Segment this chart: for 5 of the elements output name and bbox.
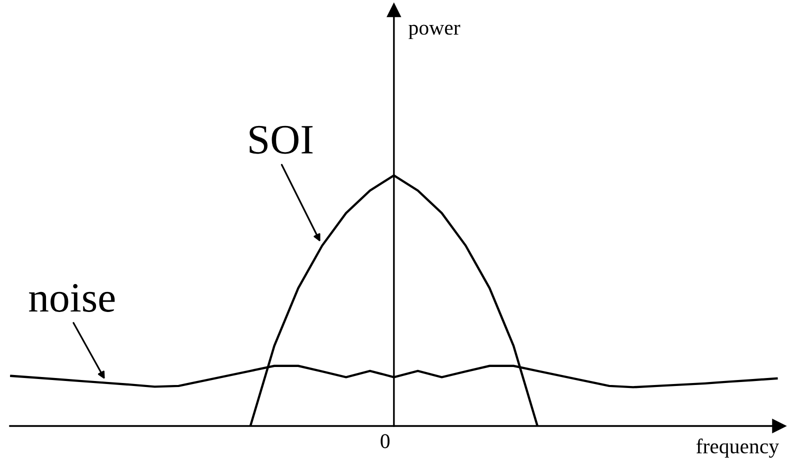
series-label: noise bbox=[29, 284, 115, 312]
series-label: SOI bbox=[250, 126, 313, 154]
x-axis-title: frequency bbox=[696, 438, 779, 458]
text: power bbox=[408, 24, 460, 40]
text: 0 bbox=[380, 434, 390, 448]
